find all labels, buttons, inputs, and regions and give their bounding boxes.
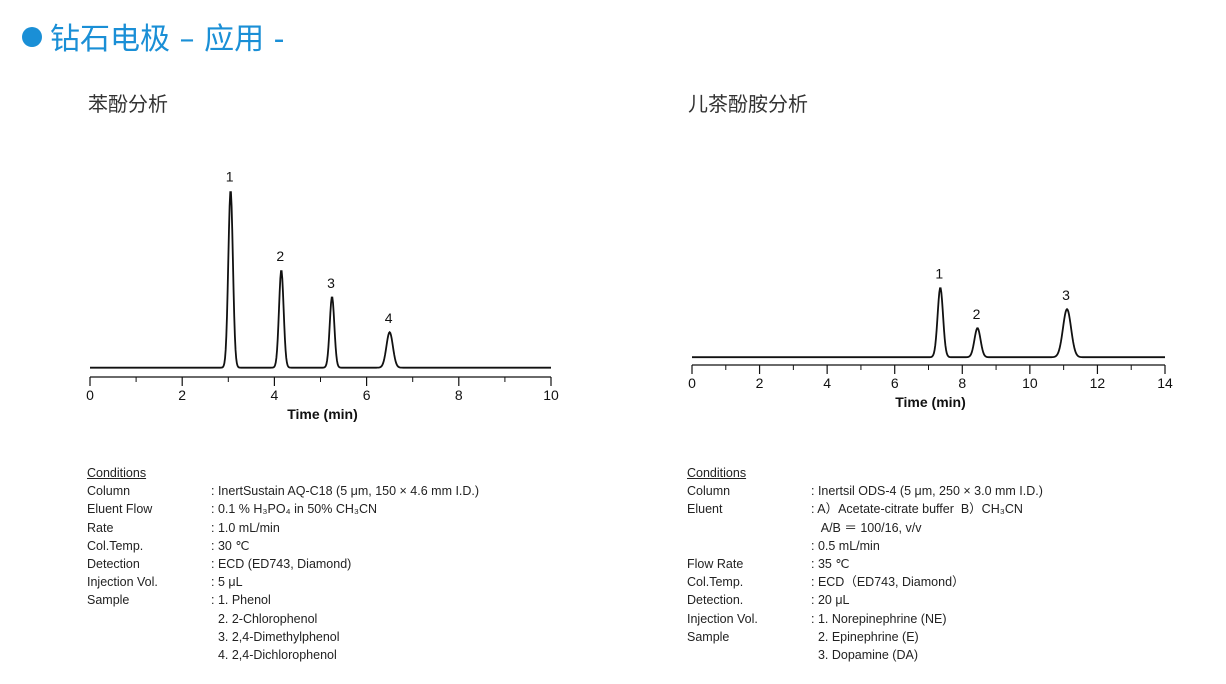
x-axis-label: Time (min) — [287, 406, 358, 422]
page-title-text: 钻石电极 – 应用 - — [50, 22, 285, 57]
condition-key: Injection Vol. — [687, 611, 758, 626]
x-tick-label: 10 — [543, 387, 559, 403]
condition-row: Rate : 1.0 mL/min — [87, 519, 479, 537]
condition-value: : ECD (ED743, Diamond) — [211, 557, 352, 572]
condition-row: Sample : 1. Phenol — [87, 591, 479, 609]
condition-row: Col.Temp. : 30 ℃ — [87, 537, 479, 555]
condition-value: 3. 2,4-Dimethylphenol — [211, 629, 340, 644]
peak-label: 2 — [973, 306, 981, 322]
condition-row: Flow Rate : 35 ℃ — [687, 555, 1043, 573]
x-tick-label: 14 — [1157, 375, 1173, 391]
condition-row: Eluent Flow : 0.1 % H₃PO₄ in 50% CH₃CN — [87, 500, 479, 518]
condition-key: Col.Temp. — [687, 575, 744, 590]
condition-value: : 1. Phenol — [211, 593, 271, 608]
condition-key — [687, 519, 811, 537]
condition-row: 3. Dopamine (DA) — [687, 646, 1043, 664]
x-tick-label: 0 — [86, 387, 94, 403]
condition-key — [87, 610, 211, 628]
x-tick-label: 8 — [958, 375, 966, 391]
conditions-heading: Conditions — [687, 466, 747, 480]
condition-value: : 20 μL — [811, 593, 850, 608]
condition-row: : 0.5 mL/min — [687, 537, 1043, 555]
condition-key: Detection. — [687, 593, 744, 608]
bullet-dot-icon — [22, 27, 42, 47]
condition-value: : 5 μL — [211, 575, 243, 590]
peak-label: 3 — [1062, 287, 1070, 303]
condition-key — [687, 537, 811, 555]
condition-key: Col.Temp. — [87, 538, 144, 553]
condition-value: : 1.0 mL/min — [211, 520, 280, 535]
condition-value: : A）Acetate-citrate buffer B）CH₃CN — [811, 502, 1023, 517]
condition-key: Sample — [87, 593, 130, 608]
condition-value: : 35 ℃ — [811, 557, 850, 572]
condition-key: Detection — [87, 557, 140, 572]
condition-value: : 0.1 % H₃PO₄ in 50% CH₃CN — [211, 502, 378, 517]
peak-label: 1 — [935, 266, 943, 282]
condition-row: 2. 2-Chlorophenol — [87, 610, 479, 628]
condition-value: : ECD（ED743, Diamond） — [811, 575, 965, 590]
conditions-heading: Conditions — [87, 466, 147, 480]
x-tick-label: 6 — [891, 375, 899, 391]
peak-label: 1 — [226, 168, 234, 184]
phenol-chromatogram: 0 2 4 6 8 10 Time (min) 1 2 3 4 — [86, 168, 559, 422]
chromatogram-trace — [90, 191, 551, 369]
peak-label: 3 — [327, 275, 335, 291]
condition-value: : 0.5 mL/min — [811, 538, 880, 553]
condition-row: Col.Temp. : ECD（ED743, Diamond） — [687, 573, 1043, 591]
condition-row: A/B ＝ 100/16, v/v — [687, 519, 1043, 537]
condition-key: Column — [687, 484, 731, 499]
x-tick-label: 4 — [823, 375, 831, 391]
condition-value: : 30 ℃ — [211, 538, 250, 553]
condition-value: : Inertsil ODS-4 (5 μm, 250 × 3.0 mm I.D… — [811, 484, 1043, 499]
x-tick-label: 8 — [455, 387, 463, 403]
peak-label: 4 — [385, 310, 393, 326]
condition-key: Sample — [687, 629, 730, 644]
condition-value: 3. Dopamine (DA) — [811, 648, 918, 663]
condition-row: Injection Vol. : 1. Norepinephrine (NE) — [687, 610, 1043, 628]
condition-key: Eluent Flow — [87, 502, 153, 517]
condition-key: Column — [87, 484, 131, 499]
right-chart-subtitle: 儿茶酚胺分析 — [688, 92, 808, 116]
condition-row: Detection. : 20 μL — [687, 591, 1043, 609]
x-tick-label: 2 — [756, 375, 764, 391]
x-tick-label: 4 — [271, 387, 279, 403]
left-conditions: Conditions Column : InertSustain AQ-C18 (… — [87, 464, 479, 664]
condition-value: A/B ＝ 100/16, v/v — [811, 520, 922, 535]
condition-row: Detection : ECD (ED743, Diamond) — [87, 555, 479, 573]
page-title: 钻石电极 – 应用 - — [22, 14, 284, 58]
condition-key: Eluent — [687, 502, 723, 517]
condition-value: 2. Epinephrine (E) — [811, 629, 919, 644]
condition-row: 3. 2,4-Dimethylphenol — [87, 628, 479, 646]
x-tick-label: 2 — [178, 387, 186, 403]
condition-row: Eluent : A）Acetate-citrate buffer B）CH₃CN — [687, 500, 1043, 518]
chromatogram-trace — [692, 287, 1165, 359]
condition-key: Rate — [87, 520, 114, 535]
condition-key — [87, 646, 211, 664]
condition-value: 4. 2,4-Dichlorophenol — [211, 648, 337, 663]
x-tick-label: 10 — [1022, 375, 1038, 391]
left-chart-subtitle: 苯酚分析 — [88, 92, 168, 116]
condition-value: 2. 2-Chlorophenol — [211, 611, 318, 626]
condition-row: Injection Vol. : 5 μL — [87, 573, 479, 591]
x-axis-label: Time (min) — [895, 394, 966, 410]
peak-label: 2 — [276, 248, 284, 264]
condition-key — [687, 646, 811, 664]
condition-key — [87, 628, 211, 646]
condition-row: Column : InertSustain AQ-C18 (5 μm, 150 ×… — [87, 482, 479, 500]
x-tick-label: 0 — [688, 375, 696, 391]
condition-value: : InertSustain AQ-C18 (5 μm, 150 × 4.6 m… — [211, 484, 480, 499]
condition-value: : 1. Norepinephrine (NE) — [811, 611, 947, 626]
x-tick-label: 6 — [363, 387, 371, 403]
condition-key: Injection Vol. — [87, 575, 158, 590]
x-tick-label: 12 — [1090, 375, 1106, 391]
right-conditions: Conditions Column : Inertsil ODS-4 (5 μm,… — [687, 464, 1043, 664]
condition-row: 4. 2,4-Dichlorophenol — [87, 646, 479, 664]
condition-row: Column : Inertsil ODS-4 (5 μm, 250 × 3.0 … — [687, 482, 1043, 500]
condition-key: Flow Rate — [687, 557, 744, 572]
condition-row: Sample 2. Epinephrine (E) — [687, 628, 1043, 646]
